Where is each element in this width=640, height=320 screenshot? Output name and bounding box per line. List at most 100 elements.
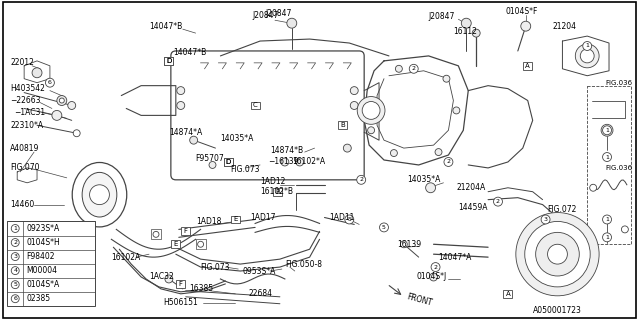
Text: 16112: 16112 — [453, 27, 477, 36]
Circle shape — [453, 107, 460, 114]
Text: F95707: F95707 — [196, 154, 225, 163]
Text: 21204A: 21204A — [456, 183, 486, 192]
Circle shape — [621, 226, 628, 233]
Text: 14459A: 14459A — [458, 203, 488, 212]
Text: 14047*B: 14047*B — [149, 22, 182, 31]
Circle shape — [343, 144, 351, 152]
Circle shape — [362, 101, 380, 119]
Circle shape — [589, 184, 596, 191]
Text: J20847: J20847 — [252, 11, 278, 20]
Text: 1AD18: 1AD18 — [196, 217, 222, 226]
Circle shape — [60, 98, 64, 103]
Ellipse shape — [82, 172, 117, 217]
Bar — [176, 280, 185, 288]
Text: A: A — [525, 63, 530, 69]
Circle shape — [189, 136, 198, 144]
Text: 5: 5 — [348, 217, 351, 222]
Circle shape — [390, 149, 397, 156]
Bar — [524, 62, 532, 70]
Text: 5: 5 — [13, 282, 17, 287]
Text: 14874*A: 14874*A — [169, 128, 202, 137]
Text: F98402: F98402 — [26, 252, 54, 261]
Bar — [7, 221, 95, 306]
Bar — [588, 86, 631, 244]
Text: 1AC32: 1AC32 — [149, 272, 174, 282]
Text: 1: 1 — [585, 44, 589, 49]
Text: 02385: 02385 — [26, 294, 51, 303]
Text: 1: 1 — [13, 226, 17, 231]
Text: 14047*B: 14047*B — [173, 48, 206, 57]
Text: 16139: 16139 — [397, 240, 421, 249]
Bar — [164, 57, 173, 65]
Circle shape — [357, 97, 385, 124]
Circle shape — [525, 221, 590, 287]
Text: 14035*A: 14035*A — [407, 175, 440, 184]
Text: 1AD11: 1AD11 — [330, 213, 355, 222]
Text: 0104S*J: 0104S*J — [417, 272, 447, 282]
Circle shape — [90, 185, 109, 204]
Circle shape — [603, 153, 611, 162]
Text: FIG.072: FIG.072 — [548, 205, 577, 214]
Text: 2: 2 — [13, 240, 17, 245]
Circle shape — [281, 158, 289, 166]
Text: B: B — [340, 122, 345, 128]
Text: D: D — [166, 58, 172, 64]
Text: 1AD17: 1AD17 — [250, 213, 276, 222]
Text: FIG.073: FIG.073 — [230, 165, 260, 174]
Circle shape — [580, 49, 594, 63]
Bar — [224, 158, 233, 166]
Text: 14035*A: 14035*A — [220, 134, 254, 143]
Circle shape — [367, 127, 374, 134]
Text: 3: 3 — [13, 254, 17, 259]
Circle shape — [426, 183, 436, 193]
Text: E: E — [173, 241, 178, 247]
Text: FIG.073: FIG.073 — [200, 263, 230, 272]
Circle shape — [396, 65, 403, 72]
Circle shape — [356, 175, 365, 184]
Text: −22663: −22663 — [10, 96, 41, 105]
Circle shape — [516, 212, 599, 296]
Text: C: C — [253, 102, 257, 108]
Circle shape — [603, 215, 611, 224]
Circle shape — [431, 263, 440, 272]
Circle shape — [548, 244, 568, 264]
Bar — [224, 158, 233, 166]
Circle shape — [209, 162, 216, 168]
Circle shape — [401, 241, 407, 248]
Circle shape — [536, 232, 579, 276]
Text: A: A — [506, 291, 510, 297]
Circle shape — [444, 157, 453, 166]
Text: FRONT: FRONT — [406, 292, 433, 308]
Circle shape — [575, 44, 599, 68]
Circle shape — [12, 239, 19, 246]
Text: D: D — [166, 58, 172, 64]
Text: 2: 2 — [433, 265, 438, 269]
Circle shape — [73, 130, 80, 137]
Text: 16102A: 16102A — [111, 253, 141, 262]
Circle shape — [472, 29, 480, 37]
Circle shape — [493, 197, 502, 206]
Circle shape — [287, 18, 297, 28]
Circle shape — [68, 101, 76, 109]
Text: FIG.036: FIG.036 — [605, 165, 632, 171]
FancyBboxPatch shape — [171, 51, 364, 180]
Text: F: F — [184, 228, 188, 234]
Text: 22684: 22684 — [248, 289, 272, 298]
Text: 16385: 16385 — [189, 284, 213, 293]
Bar — [151, 229, 161, 239]
Bar — [338, 121, 347, 129]
Text: 2: 2 — [412, 66, 416, 71]
Text: 22012: 22012 — [10, 58, 34, 67]
Text: FIG.050-8: FIG.050-8 — [285, 260, 322, 268]
Text: A050001723: A050001723 — [532, 306, 582, 315]
Circle shape — [12, 295, 19, 303]
Circle shape — [350, 87, 358, 95]
Text: J20847: J20847 — [429, 12, 455, 21]
Bar — [231, 215, 240, 223]
Text: 21204: 21204 — [552, 22, 577, 31]
Circle shape — [409, 64, 418, 73]
Bar — [251, 101, 260, 109]
Text: J20847: J20847 — [265, 9, 291, 18]
Circle shape — [12, 281, 19, 289]
Text: 5: 5 — [382, 225, 386, 230]
